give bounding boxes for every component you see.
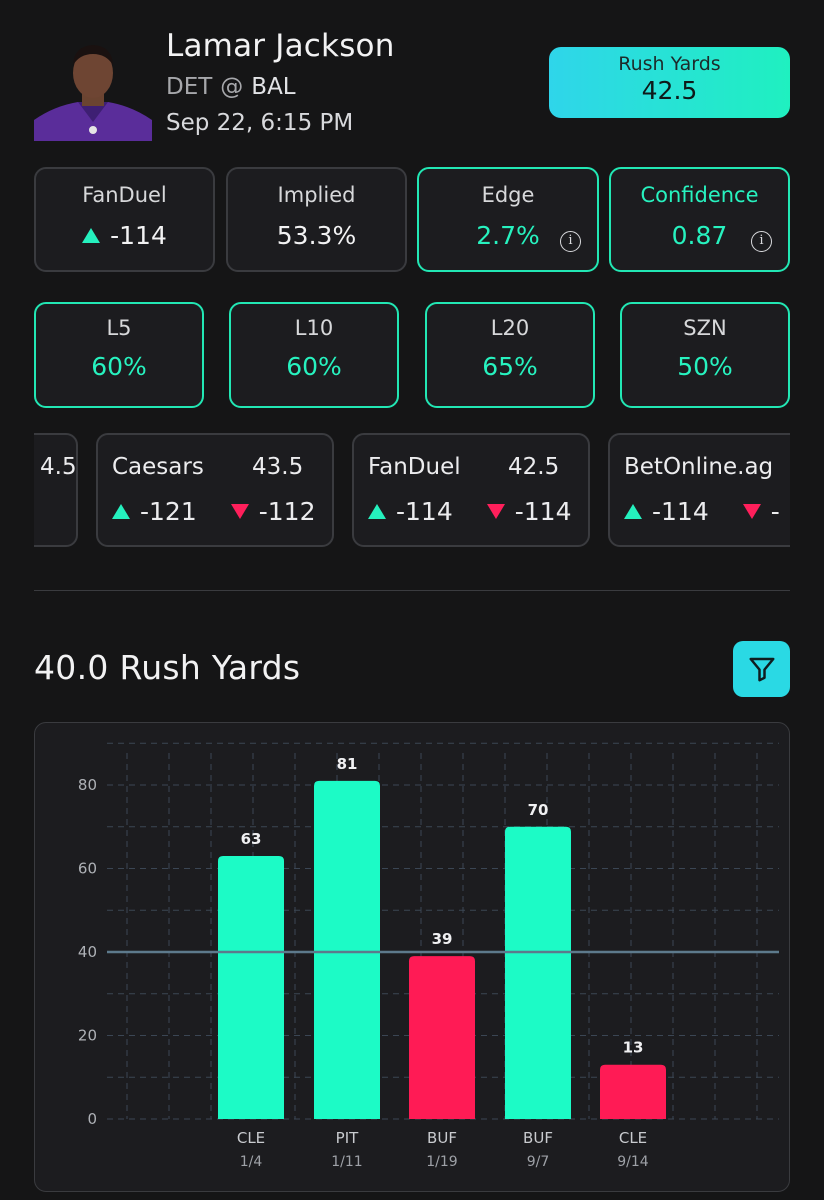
player-name: Lamar Jackson: [166, 28, 395, 64]
y-tick-label: 60: [78, 860, 97, 878]
over-odds: -114: [396, 497, 453, 526]
stat-card-fanduel[interactable]: FanDuel -114: [34, 167, 215, 272]
sportsbook-card[interactable]: 4.5: [34, 433, 78, 547]
stat-value: -114: [36, 221, 213, 250]
bar-chart: 0 20 40 60 80 63 CLE 1/4 81 PIT 1/11 39 BUF 1/19 70 BUF…: [78, 742, 779, 1170]
x-tick-date: 9/7: [527, 1154, 550, 1170]
at-symbol: @: [220, 74, 244, 100]
stat-label: Edge: [481, 183, 535, 207]
y-tick-label: 80: [78, 776, 97, 794]
prop-label: Rush Yards: [618, 53, 721, 75]
player-avatar: [34, 40, 152, 141]
bar-3: [505, 826, 571, 1119]
filter-button[interactable]: [733, 641, 790, 697]
book-odds: -114 -: [624, 497, 780, 526]
book-name: FanDuel: [368, 454, 461, 480]
y-tick-label: 0: [87, 1110, 97, 1128]
down-arrow-icon: [742, 504, 761, 519]
under-odds: -112: [258, 497, 316, 526]
sportsbook-carousel[interactable]: 4.5 Caesars 43.5 -121 -112 FanDuel 42.5 …: [34, 433, 790, 548]
book-line: 42.5: [508, 454, 560, 480]
hit-rate-label: L20: [490, 316, 530, 340]
prop-line: 42.5: [641, 76, 698, 105]
under-odds: -: [770, 497, 780, 526]
away-team: DET: [166, 74, 213, 100]
stat-label: FanDuel: [82, 183, 167, 207]
hit-rate-l20[interactable]: L20 65%: [425, 302, 595, 408]
y-tick-label: 40: [78, 943, 97, 961]
bar-4: [600, 1064, 666, 1119]
x-tick-date: 1/11: [331, 1154, 362, 1170]
bar-value-label: 81: [337, 755, 358, 773]
stat-label: Implied: [277, 183, 356, 207]
matchup: DET @ BAL: [166, 74, 296, 100]
section-title: 40.0 Rush Yards: [34, 648, 301, 687]
hit-rate-l10[interactable]: L10 60%: [229, 302, 399, 408]
stat-label: Confidence: [640, 183, 759, 207]
hit-rate-value: 60%: [91, 352, 147, 381]
up-arrow-icon: [112, 504, 130, 519]
hit-rate-value: 50%: [677, 352, 733, 381]
bar-value-label: 39: [432, 930, 453, 948]
x-tick-opponent: CLE: [619, 1129, 647, 1147]
book-line: 4.5: [40, 454, 77, 480]
stat-card-implied[interactable]: Implied 53.3%: [226, 167, 407, 272]
hit-rate-label: SZN: [683, 316, 727, 340]
bar-value-label: 63: [241, 830, 262, 848]
x-tick-opponent: CLE: [237, 1129, 265, 1147]
hit-rate-label: L5: [106, 316, 132, 340]
hit-rate-label: L10: [294, 316, 334, 340]
bar-value-label: 70: [528, 801, 549, 819]
sportsbook-card-caesars[interactable]: Caesars 43.5 -121 -112: [96, 433, 334, 547]
hit-rate-l5[interactable]: L5 60%: [34, 302, 204, 408]
bar-2: [409, 956, 475, 1119]
bar-value-label: 13: [623, 1039, 644, 1057]
home-team: BAL: [251, 74, 296, 100]
hit-rate-szn[interactable]: SZN 50%: [620, 302, 790, 408]
up-arrow-icon: [82, 228, 101, 243]
stat-card-confidence[interactable]: Confidence 0.87 i: [609, 167, 790, 272]
under-odds: -114: [514, 497, 572, 526]
sportsbook-card-betonline[interactable]: BetOnline.ag -114 -: [608, 433, 790, 547]
book-odds: -121 -112: [112, 497, 316, 526]
x-tick-date: 1/19: [426, 1154, 457, 1170]
down-arrow-icon: [486, 504, 505, 519]
game-time: Sep 22, 6:15 PM: [166, 110, 354, 136]
stat-value: 2.7%: [476, 221, 540, 250]
hit-rate-value: 65%: [482, 352, 538, 381]
x-tick-opponent: BUF: [523, 1129, 553, 1147]
book-name: BetOnline.ag: [624, 454, 774, 480]
stat-value: 0.87: [671, 221, 728, 250]
divider: [34, 590, 790, 591]
x-tick-opponent: PIT: [336, 1129, 359, 1147]
info-icon[interactable]: i: [560, 231, 581, 252]
down-arrow-icon: [230, 504, 249, 519]
rush-yards-chart: 0 20 40 60 80 63 CLE 1/4 81 PIT 1/11 39 BUF 1/19 70 BUF…: [34, 722, 790, 1192]
prop-badge[interactable]: Rush Yards 42.5: [549, 47, 790, 118]
stat-card-edge[interactable]: Edge 2.7% i: [417, 167, 599, 272]
filter-icon: [749, 657, 774, 682]
hit-rate-value: 60%: [286, 352, 342, 381]
x-tick-opponent: BUF: [427, 1129, 457, 1147]
bar-0: [218, 855, 284, 1119]
info-icon[interactable]: i: [751, 231, 772, 252]
up-arrow-icon: [368, 504, 386, 519]
book-line: 43.5: [252, 454, 304, 480]
over-odds: -121: [140, 497, 197, 526]
sportsbook-card-fanduel[interactable]: FanDuel 42.5 -114 -114: [352, 433, 590, 547]
book-odds: -114 -114: [368, 497, 572, 526]
x-tick-date: 1/4: [240, 1154, 263, 1170]
over-odds: -114: [652, 497, 709, 526]
stat-value: 53.3%: [276, 221, 357, 250]
odds-value: -114: [110, 221, 167, 250]
up-arrow-icon: [624, 504, 642, 519]
y-tick-label: 20: [78, 1027, 97, 1045]
x-tick-date: 9/14: [617, 1154, 649, 1170]
book-name: Caesars: [112, 454, 204, 480]
bar-1: [314, 780, 380, 1119]
